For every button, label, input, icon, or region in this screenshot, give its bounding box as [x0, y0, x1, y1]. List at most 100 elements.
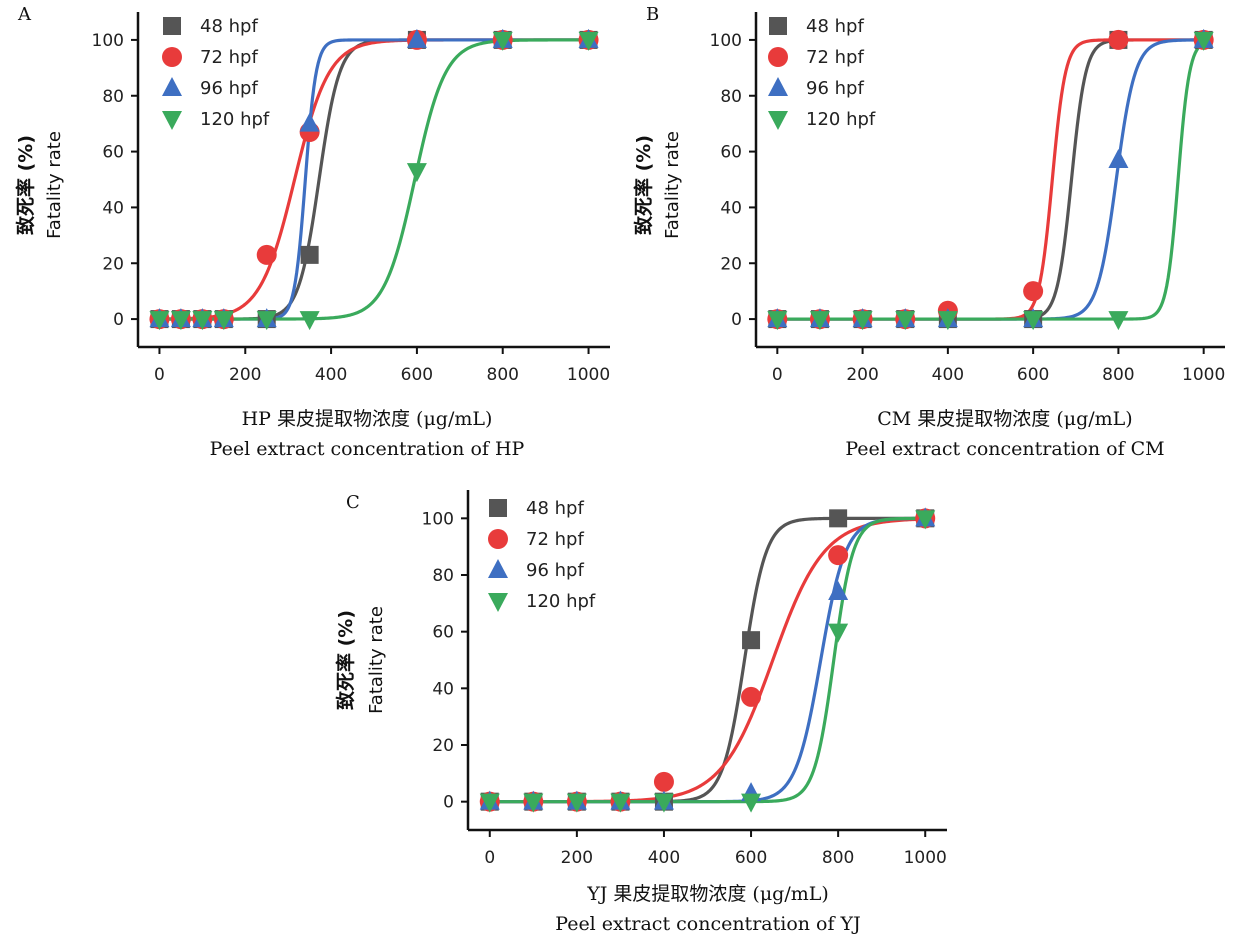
y-tick-label: 0 — [731, 310, 742, 330]
panel-label: A — [17, 4, 32, 25]
x-axis-label: Peel extract concentration of YJ — [555, 913, 860, 935]
chart-b-svg: B 致死率 (%) Fatality rate CM 果皮提取物浓度 (μg/m… — [632, 4, 1225, 460]
x-tick-label: 400 — [932, 365, 964, 385]
x-tick-label: 200 — [846, 365, 878, 385]
series-120-hpf — [149, 31, 599, 331]
legend-label: 96 hpf — [526, 560, 584, 581]
y-tick-label: 80 — [102, 87, 124, 107]
data-point — [192, 311, 213, 331]
data-point — [828, 581, 849, 600]
fit-curve-120-hpf — [777, 41, 1205, 321]
panel-label: C — [346, 492, 360, 513]
legend-marker — [768, 77, 788, 96]
y-tick-label: 60 — [720, 143, 742, 163]
x-axis-label-cn: CM 果皮提取物浓度 (μg/mL) — [877, 408, 1132, 430]
data-point — [809, 311, 830, 331]
data-point — [1193, 31, 1214, 51]
legend-label: 120 hpf — [806, 109, 876, 130]
legend-marker — [162, 77, 182, 96]
legend-label: 48 hpf — [200, 16, 258, 37]
chart-panel-a: A 致死率 (%) Fatality rate HP 果皮提取物浓度 (μg/m… — [0, 0, 620, 470]
data-point — [256, 244, 277, 265]
data-point — [653, 771, 674, 792]
x-tick-label: 0 — [154, 365, 165, 385]
y-tick-label: 100 — [422, 509, 454, 529]
legend-marker — [488, 529, 508, 549]
y-tick-label: 40 — [720, 198, 742, 218]
y-tick-label: 40 — [102, 198, 124, 218]
data-point — [1108, 29, 1129, 50]
y-axis-label-cn: 致死率 (%) — [632, 135, 655, 235]
series-120-hpf — [767, 31, 1214, 331]
y-tick-label: 20 — [720, 254, 742, 274]
data-point — [1108, 148, 1129, 168]
data-point — [406, 163, 427, 183]
data-point — [653, 793, 674, 813]
data-point — [492, 31, 513, 51]
data-point — [523, 793, 544, 813]
data-point — [479, 793, 500, 813]
data-point — [767, 311, 788, 331]
data-point — [406, 28, 427, 48]
y-tick-label: 80 — [432, 566, 454, 586]
series-48-hpf — [768, 30, 1213, 329]
x-tick-label: 0 — [772, 365, 783, 385]
y-tick-label: 40 — [432, 679, 454, 699]
y-tick-label: 0 — [443, 793, 454, 813]
legend: 48 hpf 72 hpf 96 hpf 120 hpf — [768, 16, 876, 130]
x-tick-label: 600 — [735, 848, 767, 868]
series-48-hpf — [150, 30, 598, 329]
legend-marker — [489, 499, 507, 517]
data-point — [1023, 311, 1044, 331]
x-tick-label: 1000 — [904, 848, 947, 868]
x-tick-label: 1000 — [567, 365, 610, 385]
legend-label: 96 hpf — [806, 78, 864, 99]
legend-marker — [768, 111, 788, 130]
chart-panel-b: B 致死率 (%) Fatality rate CM 果皮提取物浓度 (μg/m… — [620, 0, 1239, 470]
x-tick-label: 800 — [1102, 365, 1134, 385]
data-point — [299, 112, 320, 132]
legend: 48 hpf 72 hpf 96 hpf 120 hpf — [488, 498, 596, 612]
y-tick-label: 100 — [710, 31, 742, 51]
y-tick-label: 20 — [102, 254, 124, 274]
data-point — [300, 245, 319, 264]
y-tick-label: 80 — [720, 87, 742, 107]
data-point — [828, 545, 849, 566]
legend-label: 72 hpf — [806, 47, 864, 68]
data-point — [895, 311, 916, 331]
x-tick-label: 600 — [1017, 365, 1049, 385]
x-tick-label: 1000 — [1182, 365, 1225, 385]
x-tick-label: 200 — [229, 365, 261, 385]
data-point — [915, 510, 936, 530]
data-point — [578, 31, 599, 51]
panel-label: B — [646, 4, 659, 25]
x-tick-label: 200 — [561, 848, 593, 868]
x-tick-label: 400 — [315, 365, 347, 385]
x-axis-label-cn: HP 果皮提取物浓度 (μg/mL) — [242, 408, 493, 430]
legend-marker — [768, 47, 788, 67]
data-point — [299, 311, 320, 331]
series-96-hpf — [149, 28, 599, 328]
y-tick-label: 60 — [432, 623, 454, 643]
data-point — [741, 686, 762, 707]
legend-marker — [163, 17, 181, 35]
series-48-hpf — [480, 509, 935, 811]
y-axis-label: Fatality rate — [662, 131, 683, 239]
data-point — [828, 623, 849, 643]
legend-label: 48 hpf — [526, 498, 584, 519]
y-axis-label: Fatality rate — [366, 606, 387, 714]
x-tick-label: 400 — [648, 848, 680, 868]
data-point — [149, 311, 170, 331]
y-tick-label: 100 — [92, 31, 124, 51]
data-point — [566, 793, 587, 813]
x-tick-label: 800 — [822, 848, 854, 868]
chart-a-svg: A 致死率 (%) Fatality rate HP 果皮提取物浓度 (μg/m… — [14, 4, 610, 460]
data-point — [937, 311, 958, 331]
data-point — [1023, 281, 1044, 302]
y-axis-label: Fatality rate — [44, 131, 65, 239]
data-point — [1108, 311, 1129, 331]
chart-panel-c: C 致死率 (%) Fatality rate YJ 果皮提取物浓度 (μg/m… — [330, 480, 950, 936]
